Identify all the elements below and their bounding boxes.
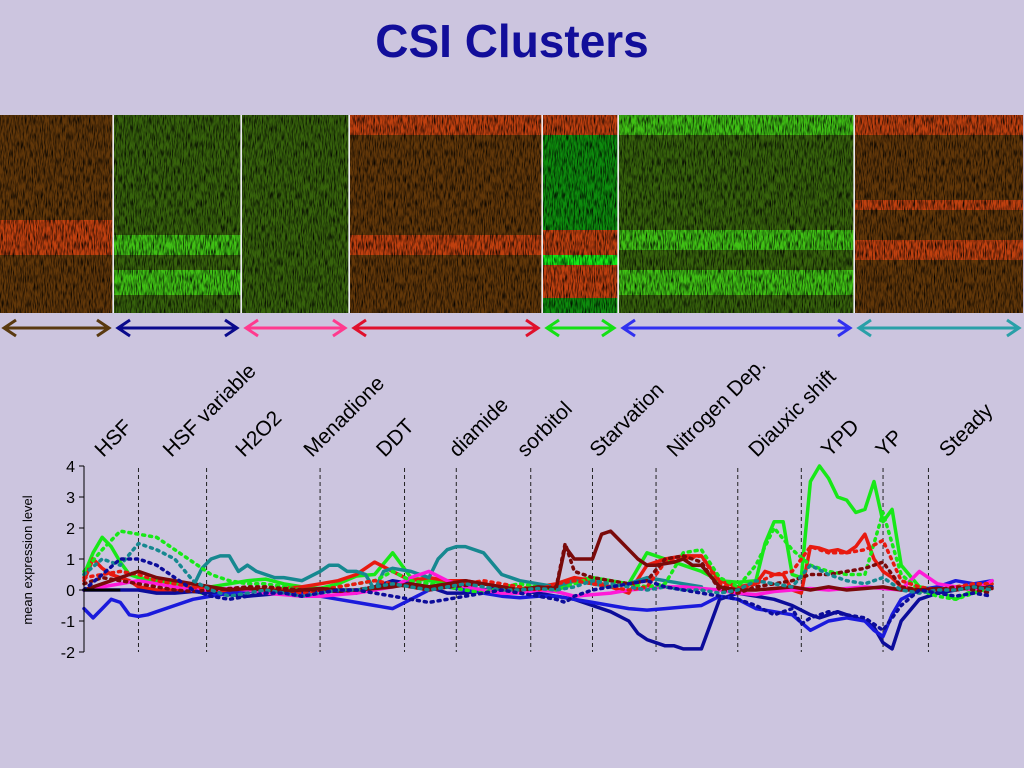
arrow-head-left [115, 318, 131, 338]
arrow-head-right [332, 318, 348, 338]
slide-title: CSI Clusters [375, 15, 649, 67]
arrow-head-left [243, 318, 259, 338]
heatmap-texture [0, 115, 113, 313]
arrow-head-right [224, 318, 240, 338]
heatmap-panel [348, 115, 542, 313]
dotted-series-line [82, 541, 994, 598]
arrow-head-right [525, 318, 541, 338]
condition-label: HSF [91, 416, 137, 462]
arrow-head-left [544, 318, 560, 338]
series-line [82, 578, 994, 639]
y-axis-label: mean expression level [20, 495, 35, 624]
y-tick-label: 1 [66, 552, 75, 569]
dotted-series-line [82, 557, 994, 633]
heatmap-texture [114, 115, 241, 313]
heatmap-panel [240, 115, 349, 313]
condition-arrow [115, 318, 240, 338]
condition-label: Steady [935, 399, 998, 462]
condition-arrow [620, 318, 853, 338]
arrow-head-right [96, 318, 112, 338]
heatmap-panel [541, 115, 618, 313]
condition-label: Starvation [585, 378, 668, 461]
heatmap-panel [0, 115, 113, 313]
y-tick-label: -2 [61, 645, 75, 662]
arrow-head-right [1006, 318, 1022, 338]
arrow-head-left [1, 318, 17, 338]
condition-arrows [1, 318, 1022, 338]
arrow-head-right [837, 318, 853, 338]
condition-arrow [351, 318, 541, 338]
condition-arrow [1, 318, 112, 338]
condition-label: H2O2 [231, 406, 286, 461]
chart-series [82, 464, 994, 651]
y-tick-label: 3 [66, 490, 75, 507]
heatmap-texture [855, 115, 1023, 313]
heatmap-panel [853, 115, 1023, 313]
heatmap-texture [350, 115, 542, 313]
heatmap [0, 115, 1023, 313]
y-tick-label: 4 [66, 459, 75, 476]
arrow-head-right [601, 318, 617, 338]
condition-label: sorbitol [513, 397, 577, 461]
condition-label: YPD [817, 415, 864, 462]
y-tick-label: -1 [61, 614, 75, 631]
y-tick-label: 2 [66, 521, 75, 538]
condition-arrow [856, 318, 1022, 338]
arrow-head-left [856, 318, 872, 338]
heatmap-texture [543, 115, 618, 313]
condition-arrow [544, 318, 617, 338]
y-tick-label: 0 [66, 583, 75, 600]
condition-arrow [243, 318, 348, 338]
series-line [82, 464, 994, 602]
y-axis: 4 3 2 1 0 -1 -2 [61, 459, 85, 662]
heatmap-panel [112, 115, 241, 313]
arrow-head-left [620, 318, 636, 338]
condition-label: YP [871, 425, 907, 461]
heatmap-panel [617, 115, 854, 313]
condition-label: diamide [445, 393, 513, 461]
arrow-head-left [351, 318, 367, 338]
heatmap-texture [242, 115, 349, 313]
heatmap-texture [619, 115, 854, 313]
condition-label: DDT [372, 415, 419, 462]
